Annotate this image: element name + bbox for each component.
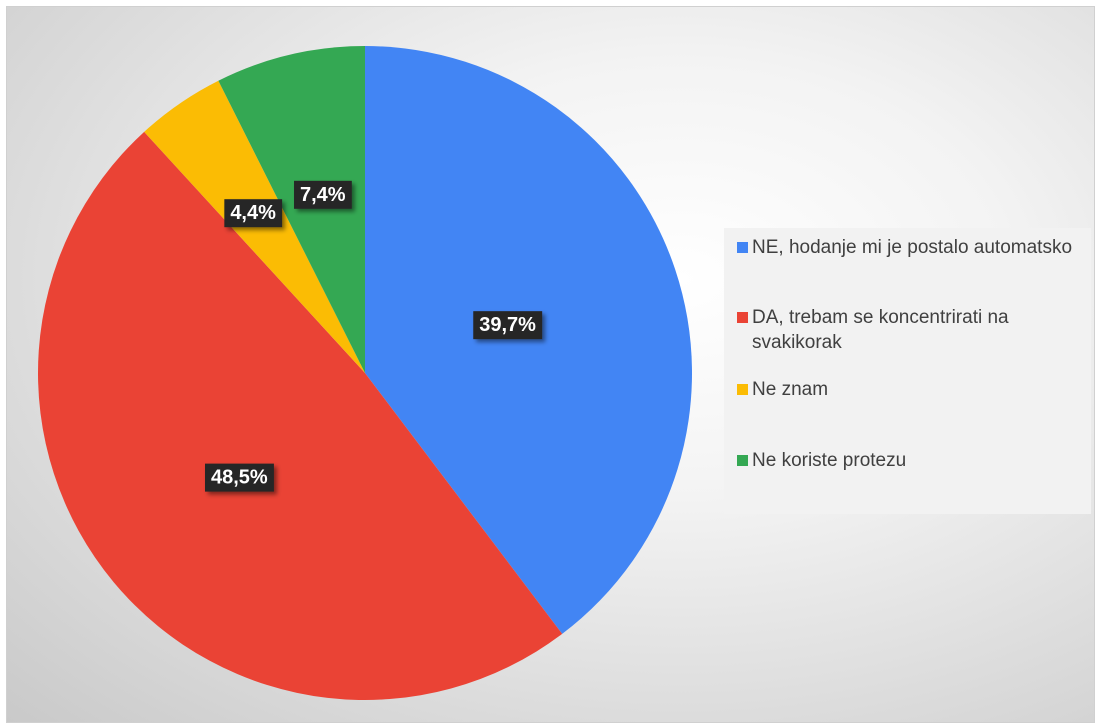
data-label-text: 7,4% — [300, 184, 346, 206]
slice-data-label: 48,5% — [204, 463, 274, 492]
pie-chart: 39,7% 48,5% 4,4% 7,4% — [37, 46, 693, 701]
legend-swatch — [737, 384, 748, 395]
legend-swatch — [737, 455, 748, 466]
slice-data-label: 7,4% — [294, 180, 352, 209]
data-label-background — [204, 463, 274, 492]
chart-area: 39,7% 48,5% 4,4% 7,4% NE, hodanje mi je pos… — [6, 6, 1095, 723]
legend-label: Ne znam — [752, 379, 829, 400]
legend-label: NE, hodanje mi je postalo automatsko — [752, 237, 1073, 258]
legend-label: DA, trebam se koncentrirati na svakikora… — [752, 307, 1009, 353]
legend: NE, hodanje mi je postalo automatsko DA,… — [724, 228, 1091, 514]
legend-swatch — [737, 312, 748, 323]
data-label-background — [224, 199, 283, 228]
legend-label: Ne koriste protezu — [752, 450, 907, 471]
data-label-text: 39,7% — [479, 314, 536, 336]
data-label-background — [473, 311, 543, 340]
pie-slice — [218, 46, 365, 373]
legend-item: DA, trebam se koncentrirati na svakikora… — [737, 305, 1082, 355]
pie-slice — [365, 46, 693, 634]
legend-item: NE, hodanje mi je postalo automatsko — [737, 235, 1082, 260]
legend-swatch — [737, 242, 748, 253]
legend-item: Ne koriste protezu — [737, 448, 1082, 473]
slice-data-label: 4,4% — [224, 199, 283, 228]
pie-slice — [37, 131, 563, 701]
data-label-background — [294, 180, 352, 209]
legend-item: Ne znam — [737, 377, 1082, 402]
data-label-text: 4,4% — [230, 202, 276, 224]
data-label-text: 48,5% — [211, 467, 268, 489]
slice-data-label: 39,7% — [473, 311, 543, 340]
